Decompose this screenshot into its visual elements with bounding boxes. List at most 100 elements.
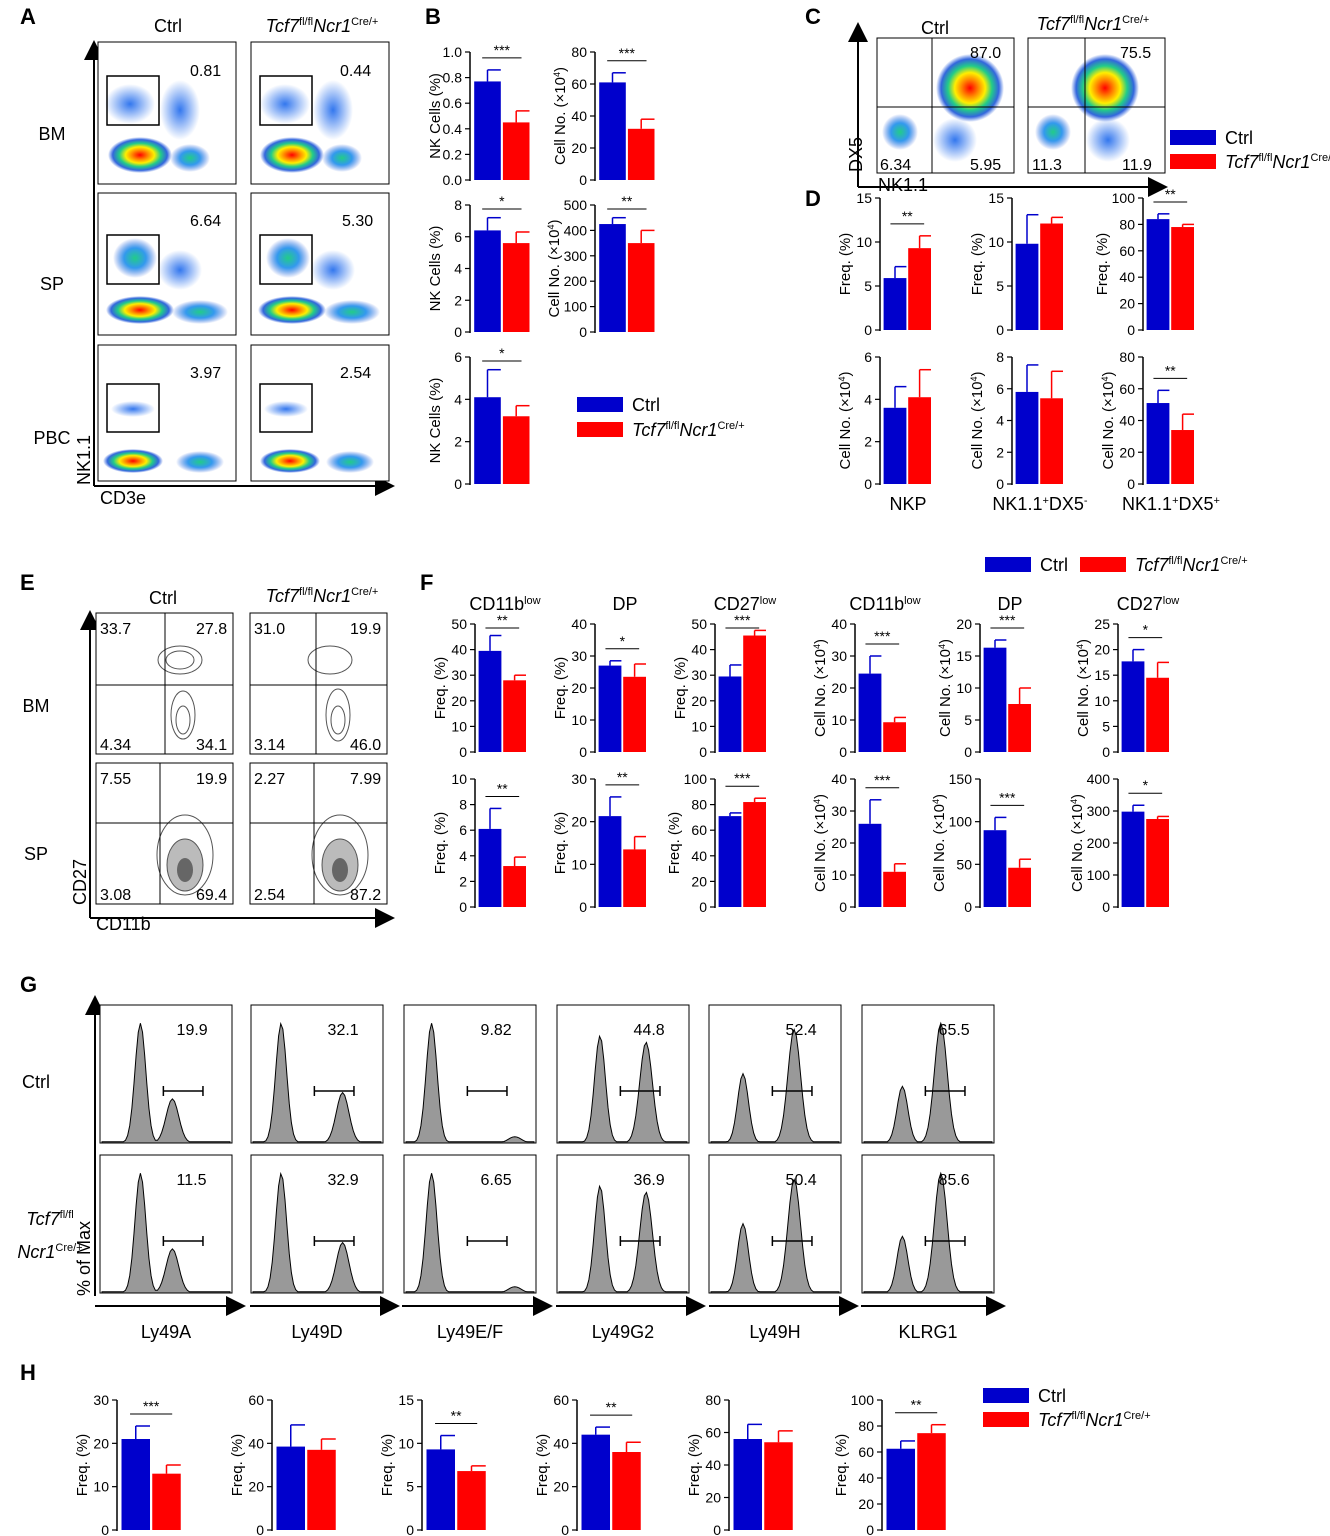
bar-ctrl — [1146, 219, 1170, 330]
gate-value: 36.9 — [634, 1172, 665, 1189]
y-tick-label: 80 — [571, 44, 587, 60]
bar-chart-f-13: 0 10 20 30 40 50 Freq. (%) ***CD27low — [672, 594, 776, 760]
y-axis-label: Freq. (%) — [837, 233, 854, 296]
bar-ctrl — [718, 816, 742, 907]
panel-g: Ctrl Tcf7fl/fl Ncr1Cre/+ % of Max 19.9 11… — [17, 995, 1006, 1342]
y-tick-label: 60 — [1119, 243, 1135, 259]
y-tick-label: 10 — [451, 771, 467, 787]
c-y-axis-label: DX5 — [846, 137, 866, 172]
bar-ctrl — [599, 82, 626, 180]
y-tick-label: 0 — [864, 322, 872, 338]
y-axis-label: Freq. (%) — [534, 1434, 551, 1497]
panel-e: Ctrl Tcf7fl/flNcr1Cre/+ BM SP CD11b CD27… — [23, 586, 395, 934]
chart-title: DP — [612, 594, 637, 614]
histogram-curve — [863, 1021, 993, 1144]
legend-f-swatch-ctrl — [985, 557, 1031, 572]
marker-label-ly49ef: Ly49E/F — [437, 1322, 503, 1342]
e-sp-ko-ll: 2.54 — [254, 887, 285, 904]
gate-value-bm-ctrl: 0.81 — [190, 63, 221, 80]
y-tick-label: 20 — [1119, 444, 1135, 460]
y-tick-label: 0 — [454, 476, 462, 492]
y-tick-label: 0.2 — [443, 146, 463, 162]
y-axis-label: Freq. (%) — [1094, 233, 1111, 296]
row-label-pbc: PBC — [33, 428, 70, 448]
y-tick-label: 10 — [398, 1435, 414, 1451]
bar-ko — [908, 248, 931, 330]
bar-ko — [1040, 398, 1063, 484]
significance-stars: *** — [734, 612, 751, 628]
significance-stars: *** — [999, 612, 1016, 628]
histogram-frame — [556, 1004, 690, 1144]
chart-title: CD11blow — [849, 594, 920, 614]
y-tick-label: 40 — [571, 616, 587, 632]
y-tick-label: 20 — [956, 616, 972, 632]
bar-ko — [502, 416, 530, 484]
category-label: NK1.1+DX5+ — [1122, 494, 1220, 514]
y-tick-label: 8 — [454, 197, 462, 213]
y-tick-label: 100 — [949, 814, 973, 830]
e-x-axis-label: CD11b — [96, 914, 151, 934]
y-tick-label: 20 — [248, 1479, 264, 1495]
bar-ko — [743, 635, 766, 752]
significance-stars: *** — [734, 770, 751, 786]
y-tick-label: 0 — [839, 899, 847, 915]
y-tick-label: 10 — [571, 856, 587, 872]
c-ctrl-lr: 5.95 — [970, 157, 1001, 174]
bar-ctrl — [883, 407, 907, 484]
e-bm-ctrl-ur: 27.8 — [196, 621, 227, 638]
y-tick-label: 15 — [856, 190, 872, 206]
e-bm-ko-lr: 46.0 — [350, 737, 381, 754]
y-tick-label: 10 — [831, 712, 847, 728]
y-axis-label: Cell No. (×104) — [1100, 372, 1117, 470]
histogram-curve — [710, 1178, 840, 1294]
y-tick-label: 100 — [1112, 190, 1136, 206]
y-tick-label: 2 — [454, 292, 462, 308]
bar-ko — [883, 722, 906, 752]
y-tick-label: 5 — [406, 1479, 414, 1495]
bar-ko — [1171, 430, 1194, 484]
bar-chart-h-26: 0 20 40 60 Freq. (%) ** — [534, 1392, 641, 1536]
histogram-curve — [558, 1184, 688, 1294]
bar-chart-f-12: 0 10 20 30 40 Freq. (%) * DP — [552, 594, 646, 760]
e-sp-ctrl-ul: 7.55 — [100, 771, 131, 788]
y-tick-label: 5 — [996, 278, 1004, 294]
y-tick-label: 80 — [858, 1418, 874, 1434]
bar-ko — [908, 397, 931, 484]
y-tick-label: 10 — [956, 680, 972, 696]
y-tick-label: 20 — [831, 680, 847, 696]
y-tick-label: 300 — [564, 248, 588, 264]
bar-ctrl — [886, 1448, 915, 1530]
histogram-ly49d-ctrl: 32.1 — [250, 1004, 384, 1144]
y-axis-label: Cell No. (×104) — [931, 794, 948, 892]
bar-ctrl — [121, 1439, 150, 1530]
y-tick-label: 200 — [1087, 835, 1111, 851]
bar-ctrl — [474, 397, 501, 484]
c-ko-ll: 11.3 — [1032, 157, 1062, 174]
facs-c-ctrl: 87.0 6.34 5.95 — [876, 37, 1015, 174]
contour-sp-ctrl: 7.55 19.9 3.08 69.4 — [95, 762, 234, 905]
histogram-ly49g2-ctrl: 44.8 — [556, 1004, 690, 1144]
y-tick-label: 0 — [699, 744, 707, 760]
y-tick-label: 0 — [1127, 476, 1135, 492]
y-tick-label: 40 — [248, 1435, 264, 1451]
gate-value-pbc-ko: 2.54 — [340, 365, 371, 382]
y-tick-label: 4 — [864, 391, 872, 407]
y-tick-label: 20 — [1119, 296, 1135, 312]
y-axis-label: Freq. (%) — [552, 657, 569, 720]
contour-bm-ctrl: 33.7 27.8 4.34 34.1 — [95, 612, 234, 755]
legend-ko-label: Tcf7fl/flNcr1Cre/+ — [632, 420, 745, 440]
facs-sp-ko: 5.30 — [250, 192, 390, 336]
y-tick-label: 50 — [691, 616, 707, 632]
e-bm-ko-ur: 19.9 — [350, 621, 381, 638]
y-tick-label: 10 — [1094, 693, 1110, 709]
legend-c-ctrl: Ctrl — [1225, 128, 1253, 148]
y-tick-label: 100 — [851, 1392, 875, 1408]
y-tick-label: 0 — [839, 744, 847, 760]
significance-stars: * — [1143, 777, 1149, 793]
y-axis-label: Freq. (%) — [74, 1434, 91, 1497]
y-tick-label: 6 — [454, 229, 462, 245]
histogram-klrg1-ko: 85.6 — [861, 1154, 995, 1294]
facs-sp-ctrl: 6.64 — [97, 192, 237, 336]
y-tick-label: 0 — [561, 1522, 569, 1536]
y-axis-label: Freq. (%) — [672, 657, 689, 720]
